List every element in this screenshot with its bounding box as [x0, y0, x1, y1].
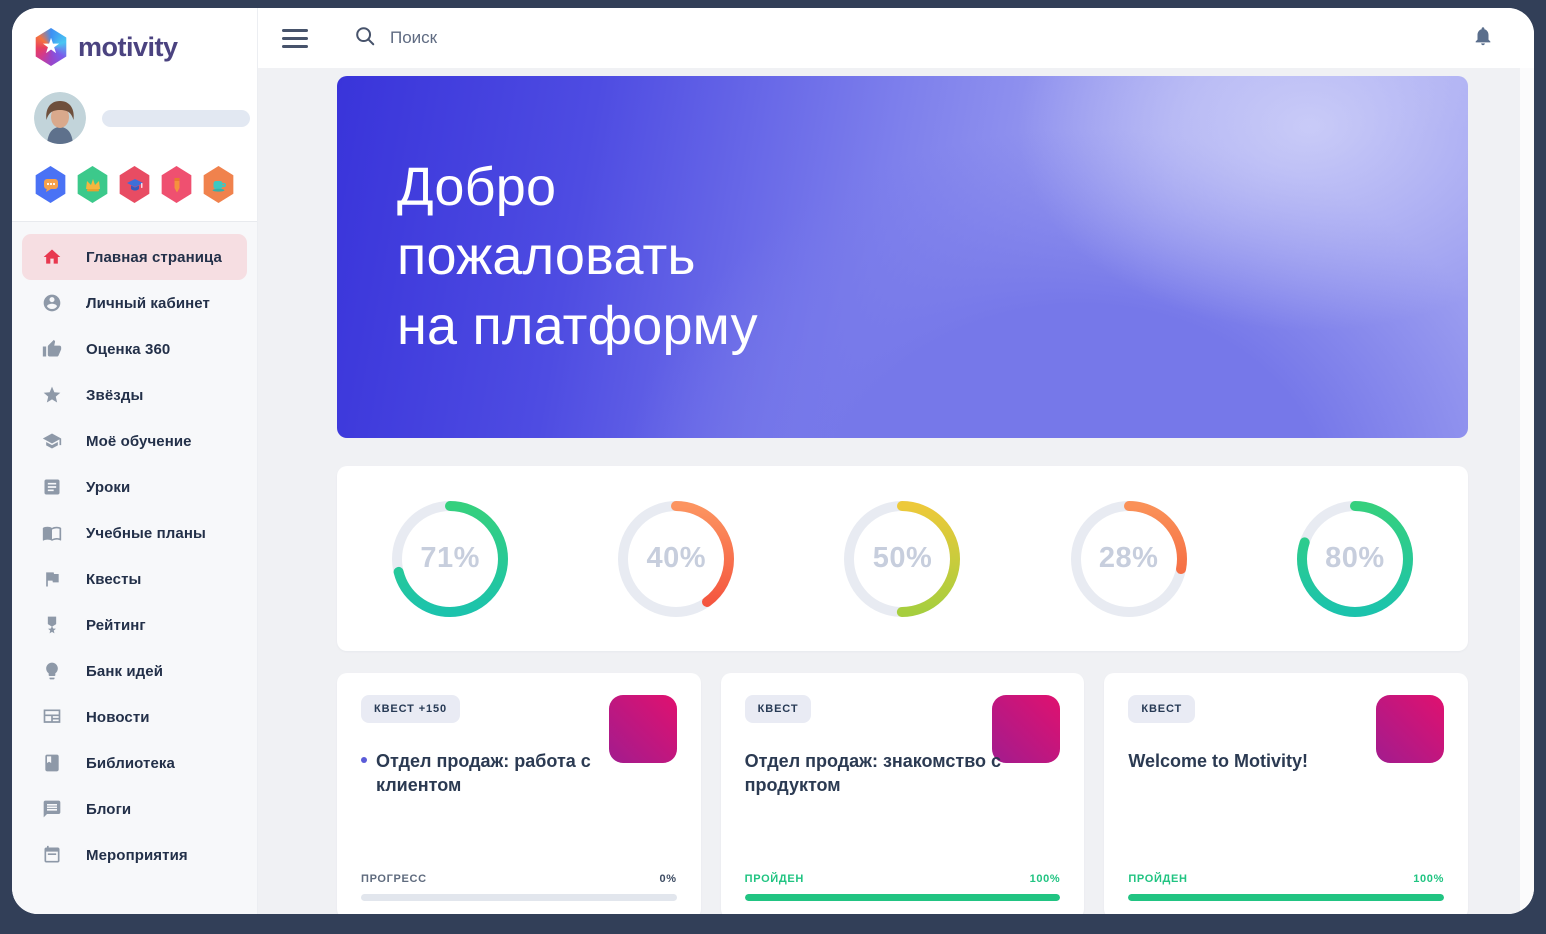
quest-badge: КВЕСТ	[744, 695, 812, 723]
graduation-badge-icon[interactable]	[119, 166, 150, 203]
search-bar	[354, 25, 1472, 52]
sidebar-item-profile[interactable]: Личный кабинет	[22, 280, 247, 326]
quest-thumbnail	[1376, 695, 1445, 763]
quest-card[interactable]: КВЕСТ Welcome to Motivity! ПРОЙДЕН 100%	[1104, 673, 1469, 914]
achievement-badges	[34, 166, 257, 203]
sidebar-item-ideas[interactable]: Банк идей	[22, 648, 247, 694]
app-window: ★ motivity	[12, 8, 1534, 914]
cup-badge-icon[interactable]	[203, 166, 234, 203]
progress-ring: 28%	[1069, 499, 1189, 619]
quest-progress-value: 100%	[1413, 873, 1445, 885]
welcome-banner: Добро пожаловать на платформу	[337, 76, 1468, 438]
quest-badge: КВЕСТ +150	[361, 695, 461, 723]
sidebar-menu: Главная страница Личный кабинет Оценка 3…	[12, 221, 257, 914]
quest-progress-value: 0%	[659, 873, 677, 885]
quest-title: Отдел продаж: знакомство с продуктом	[744, 751, 1002, 796]
thumb-up-icon	[42, 339, 62, 359]
article-icon	[42, 477, 62, 497]
sidebar-item-lessons[interactable]: Уроки	[22, 464, 247, 510]
username-skeleton	[102, 109, 250, 127]
sidebar-item-plans[interactable]: Учебные планы	[22, 510, 247, 556]
blog-icon	[42, 799, 62, 819]
quest-footer: ПРОЙДЕН 100%	[744, 873, 1061, 901]
book-icon	[42, 753, 62, 773]
quest-badge: КВЕСТ	[1128, 695, 1196, 723]
quest-progress-bar	[361, 894, 677, 901]
sidebar-item-library[interactable]: Библиотека	[22, 740, 247, 786]
home-icon	[42, 247, 62, 267]
lightbulb-icon	[42, 661, 62, 681]
content-column: Добро пожаловать на платформу 71%	[258, 8, 1534, 914]
sidebar-item-blogs[interactable]: Блоги	[22, 786, 247, 832]
star-icon	[42, 385, 62, 405]
logo-text: motivity	[78, 31, 178, 62]
quest-status-label: ПРОГРЕСС	[361, 873, 427, 885]
progress-ring: 50%	[842, 499, 962, 619]
search-icon	[354, 25, 376, 52]
quest-title: Welcome to Motivity!	[1128, 751, 1309, 771]
quest-cards-row: КВЕСТ +150 Отдел продаж: работа с клиент…	[337, 673, 1469, 914]
quest-footer: ПРОЙДЕН 100%	[1128, 873, 1445, 901]
logo[interactable]: ★ motivity	[34, 28, 257, 66]
sidebar-item-learning[interactable]: Моё обучение	[22, 418, 247, 464]
ring-value: 71%	[420, 542, 480, 574]
sidebar-item-360[interactable]: Оценка 360	[22, 326, 247, 372]
main-area: Добро пожаловать на платформу 71%	[258, 68, 1534, 914]
profile-row	[34, 92, 257, 144]
quest-status-label: ПРОЙДЕН	[1128, 873, 1188, 885]
sidebar-item-events[interactable]: Мероприятия	[22, 832, 247, 878]
sidebar-item-home[interactable]: Главная страница	[22, 234, 247, 280]
pencil-badge-icon[interactable]	[161, 166, 192, 203]
ring-value: 28%	[1098, 542, 1159, 574]
scrollbar[interactable]	[1520, 68, 1534, 914]
flag-icon	[42, 569, 62, 589]
sidebar-item-rating[interactable]: Рейтинг	[22, 602, 247, 648]
sidebar-header: ★ motivity	[12, 8, 257, 221]
sidebar-item-quests[interactable]: Квесты	[22, 556, 247, 602]
hamburger-icon[interactable]	[282, 28, 308, 48]
progress-ring: 40%	[616, 499, 736, 619]
progress-ring: 80%	[1295, 499, 1415, 619]
ring-value: 80%	[1325, 542, 1385, 574]
calendar-icon	[42, 845, 62, 865]
welcome-title: Добро пожаловать на платформу	[397, 157, 758, 356]
ring-value: 50%	[872, 542, 933, 574]
quest-footer: ПРОГРЕСС 0%	[361, 873, 677, 901]
avatar[interactable]	[34, 92, 86, 144]
quest-progress-value: 100%	[1029, 873, 1061, 885]
quest-card[interactable]: КВЕСТ +150 Отдел продаж: работа с клиент…	[337, 673, 701, 914]
open-book-icon	[42, 523, 62, 543]
medal-icon	[42, 615, 62, 635]
ring-value: 40%	[646, 542, 707, 574]
quest-thumbnail	[608, 695, 677, 763]
quest-status-label: ПРОЙДЕН	[744, 873, 804, 885]
sidebar-item-stars[interactable]: Звёзды	[22, 372, 247, 418]
quest-title: Отдел продаж: работа с клиентом	[361, 749, 677, 798]
quest-thumbnail	[992, 695, 1061, 763]
newspaper-icon	[42, 707, 62, 727]
quest-card[interactable]: КВЕСТ Отдел продаж: знакомство с продукт…	[720, 673, 1085, 914]
hexagon-star-icon: ★	[35, 28, 67, 66]
sidebar-item-news[interactable]: Новости	[22, 694, 247, 740]
sidebar: ★ motivity	[12, 8, 258, 914]
person-icon	[42, 293, 62, 313]
bell-icon[interactable]	[1472, 24, 1494, 53]
topbar	[258, 8, 1534, 68]
progress-ring: 71%	[390, 499, 510, 619]
quest-progress-bar	[1128, 894, 1445, 901]
quest-progress-bar	[744, 894, 1061, 901]
crown-badge-icon[interactable]	[77, 166, 108, 203]
search-input[interactable]	[390, 28, 810, 48]
graduation-cap-icon	[42, 431, 62, 451]
chat-badge-icon[interactable]	[35, 166, 66, 203]
progress-overview-card: 71% 40% 50%	[337, 466, 1468, 651]
